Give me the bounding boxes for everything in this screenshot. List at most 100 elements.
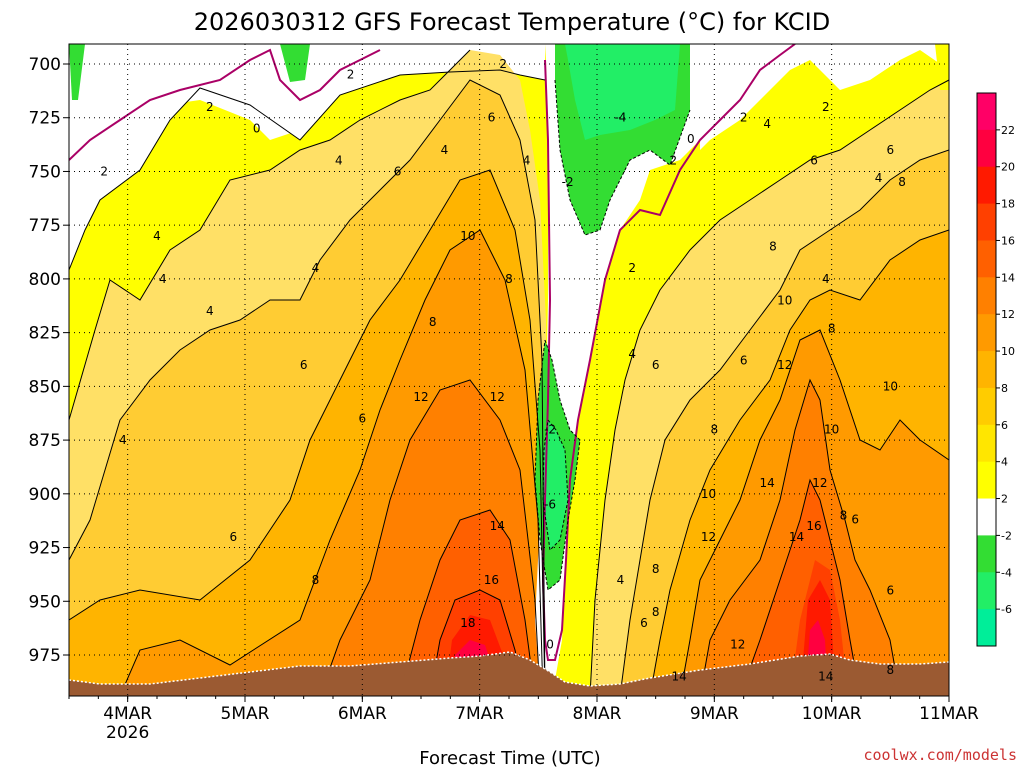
y-tick-label-900: 900 xyxy=(29,485,61,505)
contour-lines xyxy=(69,49,949,696)
colorbar-label: 22 xyxy=(1001,124,1015,137)
contour-label: 8 xyxy=(711,422,719,436)
contour-label: 0 xyxy=(687,132,695,146)
colorbar-label: -4 xyxy=(1001,566,1012,579)
x-axis-label: Forecast Time (UTC) xyxy=(419,748,600,768)
colorbar-swatch xyxy=(977,166,996,205)
x-tick-label-7MAR: 7MAR xyxy=(455,704,504,724)
colorbar-label: 6 xyxy=(1001,419,1008,432)
contour-label: 10 xyxy=(824,422,839,436)
contour-label: 6 xyxy=(740,354,748,368)
contour-label: 2 xyxy=(347,68,355,82)
contour-label: 6 xyxy=(640,616,648,630)
credit-text: coolwx.com/models xyxy=(863,746,1017,764)
y-tick-label-950: 950 xyxy=(29,592,61,612)
contour-label: 8 xyxy=(652,562,660,576)
contour-label: 8 xyxy=(652,605,660,619)
contour-label: 12 xyxy=(812,476,827,490)
band-neg4-trough-top xyxy=(565,44,680,140)
colorbar-label: 16 xyxy=(1001,234,1015,247)
colorbar-label: 18 xyxy=(1001,198,1015,211)
band-neg2-west xyxy=(280,44,310,82)
zero-degree-isotherm-east xyxy=(541,44,796,661)
contour-label: 4 xyxy=(523,154,531,168)
colorbar-label: 4 xyxy=(1001,456,1008,469)
contour-label: 0 xyxy=(253,121,261,135)
contour-label: 6 xyxy=(887,143,895,157)
contour-label: 2 xyxy=(669,154,677,168)
colorbar-label: 12 xyxy=(1001,308,1015,321)
band-neg2-nw-corner xyxy=(69,44,85,100)
contour-label: 2 xyxy=(499,57,507,71)
contour-label: 6 xyxy=(229,530,237,544)
colorbar-swatch xyxy=(977,461,996,500)
colorbar-frame xyxy=(976,92,997,647)
colorbar-swatch xyxy=(977,609,996,647)
y-tick-label-925: 925 xyxy=(29,539,61,559)
contour-label: 4 xyxy=(875,171,883,185)
colorbar-label: -2 xyxy=(1001,529,1012,542)
contour-label: 4 xyxy=(312,261,320,275)
zero-degree-isotherm-west xyxy=(69,48,381,161)
x-tick-label-11MAR: 11MAR xyxy=(919,704,979,724)
contour-label: 2 xyxy=(740,111,748,125)
colorbar-swatch xyxy=(977,240,996,278)
contour-label: 10 xyxy=(883,379,898,393)
contour-label: 14 xyxy=(789,530,804,544)
contour-label: 10 xyxy=(777,293,792,307)
y-tick-label-850: 850 xyxy=(29,377,61,397)
contour-label: -4 xyxy=(614,111,626,125)
contour-label: 10 xyxy=(460,229,475,243)
contour-label: -2 xyxy=(562,175,574,189)
y-tick-label-750: 750 xyxy=(29,162,61,182)
band-below-0-west xyxy=(69,44,300,160)
band-neg4-trough-mid xyxy=(543,420,568,550)
colorbar-label: 2 xyxy=(1001,493,1008,506)
contour-label: 2 xyxy=(100,164,108,178)
colorbar: 22 20 18 16 14 12 10 8 6 4 2 -2 -4 -6 xyxy=(976,92,1015,647)
x-tick-label-5MAR: 5MAR xyxy=(221,704,270,724)
contour-label: 6 xyxy=(488,111,496,125)
band-0-2-east xyxy=(700,44,949,150)
band-2-4-east-top xyxy=(935,44,949,90)
contour-label: 6 xyxy=(300,358,308,372)
colorbar-swatch xyxy=(977,277,996,315)
colorbar-swatch xyxy=(977,387,996,426)
contour-label: -6 xyxy=(544,498,556,512)
contour-label: 4 xyxy=(159,272,167,286)
contour-label: 4 xyxy=(206,304,214,318)
colorbar-swatch xyxy=(977,93,996,131)
contour-label: 12 xyxy=(730,637,745,651)
contour-label: 12 xyxy=(777,358,792,372)
contour-label: 8 xyxy=(769,240,777,254)
colorbar-swatch xyxy=(977,129,996,168)
terrain-edge xyxy=(69,651,949,687)
terrain-surface xyxy=(69,652,949,696)
contour-label: 4 xyxy=(119,433,127,447)
contour-label: 4 xyxy=(822,272,830,286)
contour-label: 0 xyxy=(546,637,554,651)
contour-label: 8 xyxy=(828,321,836,335)
contour-label: 4 xyxy=(617,573,625,587)
y-tick-label-700: 700 xyxy=(29,55,61,75)
x-tick-label-9MAR: 9MAR xyxy=(690,704,739,724)
colorbar-label: 10 xyxy=(1001,345,1015,358)
x-tick-label-10MAR: 10MAR xyxy=(802,704,862,724)
contour-label: 12 xyxy=(490,390,505,404)
contour-label: 12 xyxy=(413,390,428,404)
y-tick-label-725: 725 xyxy=(29,109,61,129)
chart-title: 2026030312 GFS Forecast Temperature (°C)… xyxy=(194,8,831,36)
colorbar-swatch xyxy=(977,498,996,536)
contour-label: 6 xyxy=(810,154,818,168)
contour-label: 16 xyxy=(484,573,499,587)
temperature-fill-layer xyxy=(69,44,949,696)
x-tick-label-8MAR: 8MAR xyxy=(573,704,622,724)
contour-label: 6 xyxy=(887,584,895,598)
contour-label: 6 xyxy=(359,412,367,426)
colorbar-label: 20 xyxy=(1001,161,1015,174)
x-tick-label-4MAR: 4MAR xyxy=(103,704,152,724)
colorbar-swatch xyxy=(977,572,996,610)
contour-label: 8 xyxy=(312,573,320,587)
